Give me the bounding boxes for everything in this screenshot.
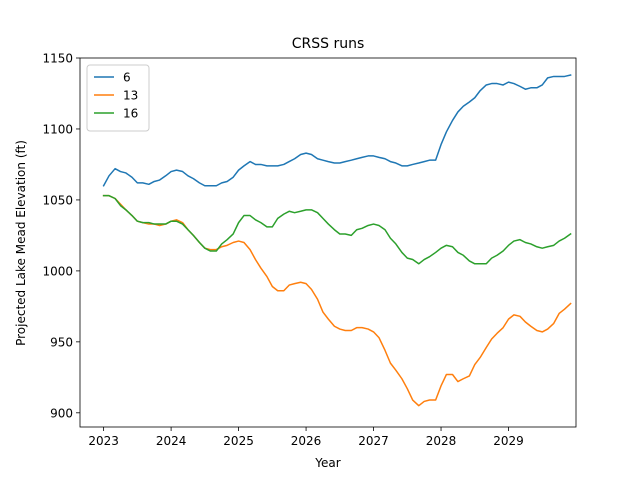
y-tick-label: 1100 [42, 122, 73, 136]
legend-label-13: 13 [123, 89, 138, 103]
series-line-16 [102, 194, 572, 265]
y-tick-label: 950 [50, 335, 73, 349]
x-tick-label: 2028 [426, 434, 457, 448]
legend-label-16: 16 [123, 107, 138, 121]
legend: 6 13 16 [86, 64, 150, 132]
axes: 2023 2024 2025 2026 2027 2028 2029 900 950 1000 10… [42, 52, 577, 448]
x-axis-title: Year [314, 456, 340, 470]
x-tick-label: 2026 [291, 434, 322, 448]
legend-label-6: 6 [123, 71, 131, 85]
x-tick-label: 2029 [493, 434, 524, 448]
x-tick-label: 2027 [358, 434, 389, 448]
y-tick-label: 900 [50, 406, 73, 420]
x-tick-label: 2025 [223, 434, 254, 448]
legend-box [86, 64, 150, 132]
x-tick-label: 2023 [88, 434, 119, 448]
plot-area [102, 74, 572, 407]
series-line-6 [102, 74, 572, 187]
y-tick-label: 1000 [42, 264, 73, 278]
chart-title: CRSS runs [292, 36, 365, 52]
y-axis-title: Projected Lake Mead Elevation (ft) [14, 140, 28, 346]
series-line-13 [102, 194, 572, 407]
y-tick-label: 1050 [42, 193, 73, 207]
y-tick-label: 1150 [42, 52, 73, 66]
axes-frame [79, 57, 577, 428]
x-tick-label: 2024 [156, 434, 187, 448]
